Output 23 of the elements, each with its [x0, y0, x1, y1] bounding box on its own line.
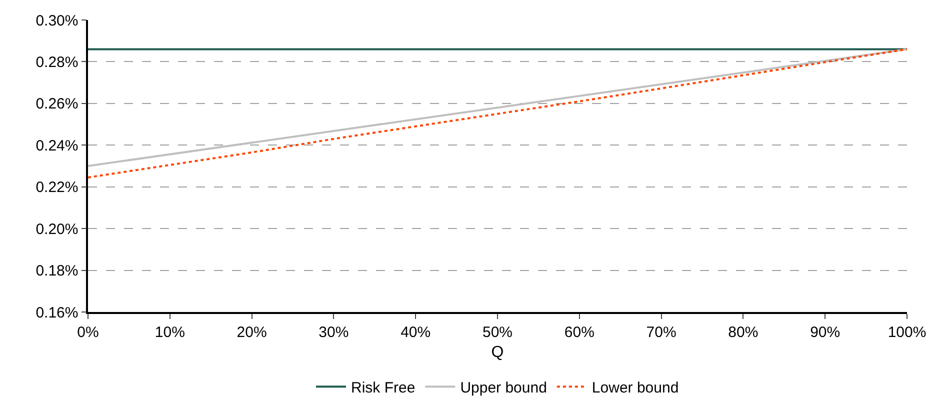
x-tick-label: 20%: [236, 324, 267, 341]
x-tick-label: 0%: [77, 324, 99, 341]
legend-label: Upper bound: [460, 380, 547, 396]
y-tick-label: 0.18%: [36, 262, 78, 280]
x-axis-title: Q: [491, 344, 504, 361]
x-tick-label: 80%: [728, 324, 758, 341]
x-tick-label: 50%: [482, 324, 513, 341]
y-tick-label: 0.20%: [36, 220, 78, 238]
y-tick-label: 0.30%: [36, 12, 78, 30]
x-tick-label: 30%: [318, 324, 349, 341]
x-tick-label: 60%: [564, 324, 594, 341]
y-tick-label: 0.26%: [36, 96, 78, 113]
y-tick-label: 0.16%: [36, 304, 78, 322]
x-tick-label: 10%: [154, 324, 185, 341]
y-tick-label: 0.24%: [36, 137, 78, 154]
x-tick-label: 70%: [646, 324, 676, 341]
x-tick-label: 100%: [888, 324, 926, 341]
y-tick-label: 0.28%: [36, 54, 78, 71]
x-tick-label: 90%: [810, 324, 840, 341]
x-tick-label: 40%: [400, 324, 431, 341]
legend-label: Risk Free: [351, 380, 416, 396]
y-tick-label: 0.22%: [36, 179, 78, 196]
legend-label: Lower bound: [592, 380, 679, 396]
